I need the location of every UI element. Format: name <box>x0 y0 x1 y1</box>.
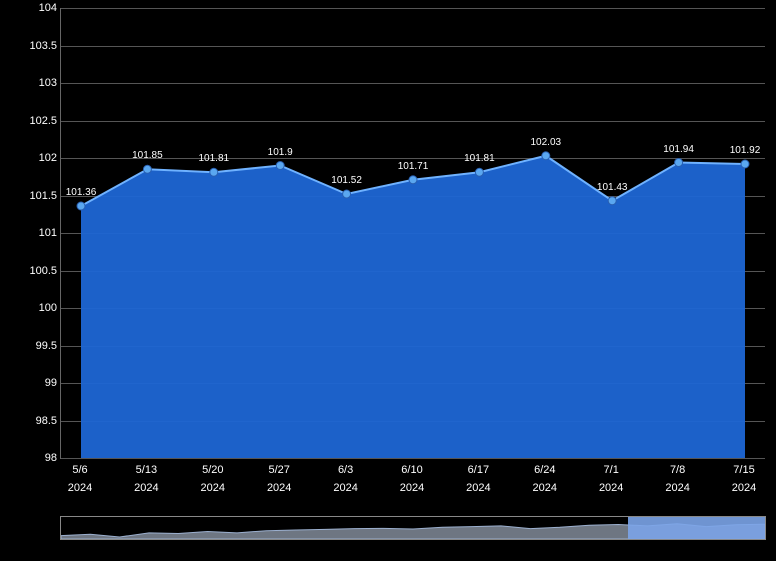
data-label: 101.52 <box>331 175 362 186</box>
x-tick-label: 5/272024 <box>249 464 309 494</box>
data-label: 101.71 <box>398 161 429 172</box>
navigator[interactable] <box>60 516 766 540</box>
y-tick-label: 103.5 <box>13 40 57 52</box>
y-tick-label: 100.5 <box>13 265 57 277</box>
data-label: 101.94 <box>663 144 694 155</box>
x-tick-label: 6/172024 <box>448 464 508 494</box>
plot-area: 104103.5103102.5102101.5101100.510099.59… <box>60 8 765 459</box>
data-marker[interactable] <box>608 197 616 205</box>
data-label: 101.36 <box>66 187 97 198</box>
data-label: 102.03 <box>531 137 562 148</box>
y-tick-label: 99 <box>13 377 57 389</box>
data-label: 101.92 <box>730 145 761 156</box>
y-tick-label: 101.5 <box>13 190 57 202</box>
x-tick-label: 7/152024 <box>714 464 774 494</box>
x-tick-label: 5/62024 <box>50 464 110 494</box>
data-marker[interactable] <box>276 162 284 170</box>
data-marker[interactable] <box>741 160 749 168</box>
x-tick-label: 5/132024 <box>116 464 176 494</box>
x-tick-label: 7/82024 <box>648 464 708 494</box>
y-tick-label: 102 <box>13 152 57 164</box>
x-tick-label: 6/102024 <box>382 464 442 494</box>
x-axis-labels: 5/620245/1320245/2020245/2720246/320246/… <box>60 458 764 508</box>
area-fill <box>81 156 745 458</box>
x-tick-label: 6/32024 <box>316 464 376 494</box>
y-tick-label: 102.5 <box>13 115 57 127</box>
data-label: 101.85 <box>132 150 163 161</box>
y-tick-label: 98 <box>13 452 57 464</box>
y-tick-label: 98.5 <box>13 415 57 427</box>
data-label: 101.81 <box>199 153 230 164</box>
navigator-selection[interactable] <box>628 517 765 539</box>
data-marker[interactable] <box>343 190 351 198</box>
x-tick-label: 7/12024 <box>581 464 641 494</box>
data-marker[interactable] <box>143 165 151 173</box>
data-label: 101.9 <box>268 147 293 158</box>
data-marker[interactable] <box>542 152 550 160</box>
data-label: 101.43 <box>597 182 628 193</box>
data-marker[interactable] <box>77 202 85 210</box>
data-marker[interactable] <box>475 168 483 176</box>
chart-svg <box>61 8 765 458</box>
area-chart-container: { "chart":{ "type":"area", "background_c… <box>0 0 776 561</box>
y-tick-label: 100 <box>13 302 57 314</box>
data-label: 101.81 <box>464 153 495 164</box>
data-marker[interactable] <box>675 159 683 167</box>
data-marker[interactable] <box>409 176 417 184</box>
x-tick-label: 6/242024 <box>515 464 575 494</box>
y-tick-label: 101 <box>13 227 57 239</box>
y-tick-label: 103 <box>13 77 57 89</box>
y-tick-label: 104 <box>13 2 57 14</box>
x-tick-label: 5/202024 <box>183 464 243 494</box>
data-marker[interactable] <box>210 168 218 176</box>
y-tick-label: 99.5 <box>13 340 57 352</box>
